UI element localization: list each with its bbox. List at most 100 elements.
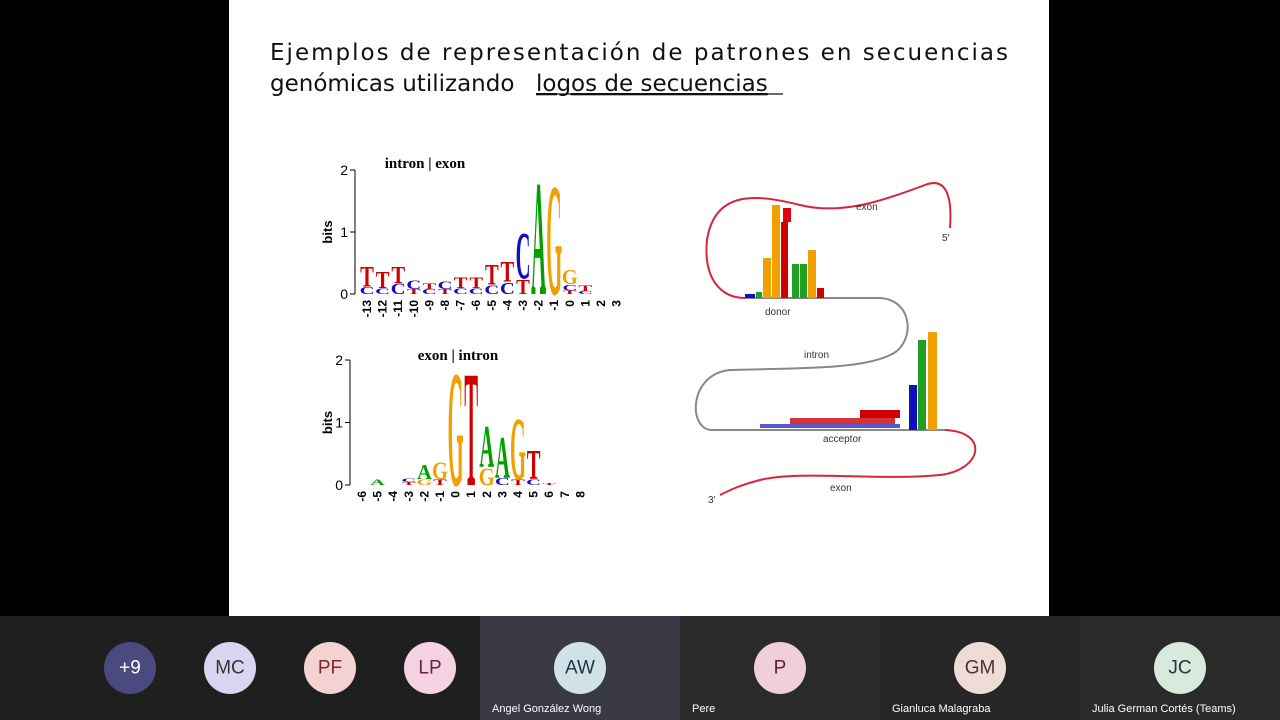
position-label: -12 bbox=[376, 300, 390, 318]
slide bbox=[229, 0, 1049, 616]
logo-letter: C bbox=[562, 283, 577, 292]
logo-title: exon | intron bbox=[418, 348, 499, 364]
logo-letter: G bbox=[432, 457, 448, 486]
position-label: -4 bbox=[500, 300, 514, 311]
logo-letter: C bbox=[422, 288, 437, 296]
logo-letter: C bbox=[495, 476, 510, 487]
position-label: -7 bbox=[454, 300, 468, 311]
logo-letter: T bbox=[438, 288, 452, 296]
y-tick-label: 2 bbox=[340, 162, 348, 178]
position-label: -2 bbox=[532, 300, 546, 311]
acceptor-mini-logo bbox=[760, 332, 937, 430]
logo-letter: G bbox=[562, 265, 578, 289]
position-label: 6 bbox=[542, 491, 556, 498]
position-label: -10 bbox=[407, 300, 421, 318]
logo-letter: C bbox=[375, 287, 390, 296]
logo-title: intron | exon bbox=[385, 156, 466, 172]
diagram-label: exon bbox=[830, 483, 852, 494]
avatar-initials: MC bbox=[215, 658, 245, 679]
position-label: -8 bbox=[438, 300, 452, 311]
exon-line bbox=[705, 182, 952, 299]
logo-letter: T bbox=[527, 442, 541, 489]
position-label: -3 bbox=[402, 491, 416, 502]
avatar[interactable] bbox=[1154, 642, 1206, 694]
diagram-label: acceptor bbox=[823, 434, 862, 445]
position-label: 0 bbox=[563, 300, 577, 307]
logo-letter: C bbox=[401, 478, 416, 483]
position-label: 3 bbox=[610, 300, 624, 307]
position-label: 2 bbox=[594, 300, 608, 307]
y-tick-label: 1 bbox=[340, 224, 348, 240]
logo-letter: T bbox=[516, 275, 530, 299]
avatar[interactable] bbox=[104, 642, 156, 694]
avatar-initials: LP bbox=[418, 658, 441, 679]
logo-letter: T bbox=[423, 282, 437, 291]
position-label: 7 bbox=[558, 491, 572, 498]
logo-letter: C bbox=[438, 278, 453, 291]
logo-letter: C bbox=[516, 218, 531, 294]
position-label: -13 bbox=[360, 300, 374, 318]
avatar[interactable] bbox=[754, 642, 806, 694]
logo-letter: T bbox=[501, 255, 515, 289]
position-label: -6 bbox=[469, 300, 483, 311]
logo-letter: A bbox=[479, 413, 494, 480]
slide-title-link: logos de secuencias bbox=[536, 71, 768, 97]
logo-letter: T bbox=[376, 266, 390, 293]
y-axis-label: bits bbox=[320, 220, 335, 243]
logo-letter: T bbox=[511, 478, 525, 487]
logo-letter: A bbox=[417, 459, 432, 483]
position-label: 8 bbox=[573, 491, 587, 498]
avatar-initials: P bbox=[774, 658, 787, 679]
slide-title: Ejemplos de representación de patrones e… bbox=[270, 40, 1008, 66]
exon-line bbox=[719, 429, 977, 496]
avatar[interactable] bbox=[404, 642, 456, 694]
avatar-initials: PF bbox=[318, 658, 342, 679]
logo-letter: T bbox=[542, 482, 556, 486]
position-label: -11 bbox=[391, 300, 405, 317]
logo-letter: C bbox=[360, 285, 375, 296]
position-label: 2 bbox=[480, 491, 494, 498]
logo-letter: G bbox=[416, 478, 432, 487]
logo-letter: T bbox=[407, 288, 421, 296]
logo-letter: C bbox=[406, 278, 421, 292]
avatar[interactable] bbox=[954, 642, 1006, 694]
logo-letter: G bbox=[510, 400, 526, 499]
logo-letter: C bbox=[500, 280, 515, 299]
y-tick-label: 2 bbox=[335, 352, 343, 368]
y-tick-label: 1 bbox=[335, 415, 343, 431]
avatar[interactable] bbox=[304, 642, 356, 694]
diagram-label: 3′ bbox=[708, 495, 716, 506]
participant-name: Pere bbox=[692, 703, 715, 715]
logo-letter: C bbox=[526, 478, 541, 487]
logo-letter: A bbox=[531, 147, 546, 331]
position-label: -1 bbox=[547, 300, 561, 311]
avatar[interactable] bbox=[554, 642, 606, 694]
intron-line bbox=[694, 297, 945, 431]
position-label: -9 bbox=[422, 300, 436, 311]
logo-letter: T bbox=[579, 284, 593, 293]
logo-letter: A bbox=[370, 478, 386, 487]
diagram-label: donor bbox=[765, 307, 791, 318]
diagram-label: exon bbox=[856, 202, 878, 213]
position-label: -5 bbox=[371, 491, 385, 502]
slide-title: genómicas utilizando bbox=[270, 71, 514, 97]
avatar-initials: +9 bbox=[119, 658, 141, 679]
donor-mini-logo bbox=[745, 205, 824, 298]
logo-letter: C bbox=[578, 291, 593, 296]
logo-letter: T bbox=[391, 261, 405, 288]
avatar-initials: AW bbox=[565, 658, 595, 679]
position-label: -4 bbox=[386, 491, 400, 502]
position-label: -1 bbox=[433, 491, 447, 502]
logo-letter: T bbox=[454, 274, 468, 291]
diagram-label: intron bbox=[804, 350, 829, 361]
position-label: 1 bbox=[464, 491, 478, 498]
participant-name: Gianluca Malagraba bbox=[892, 703, 991, 715]
position-label: -2 bbox=[417, 491, 431, 502]
logo-letter: T bbox=[563, 290, 577, 295]
logo-letter: C bbox=[484, 283, 499, 297]
participant-name: Julia German Cortés (Teams) bbox=[1092, 703, 1236, 715]
avatar[interactable] bbox=[204, 642, 256, 694]
position-label: 0 bbox=[449, 491, 463, 498]
logo-letter: G bbox=[546, 150, 562, 330]
